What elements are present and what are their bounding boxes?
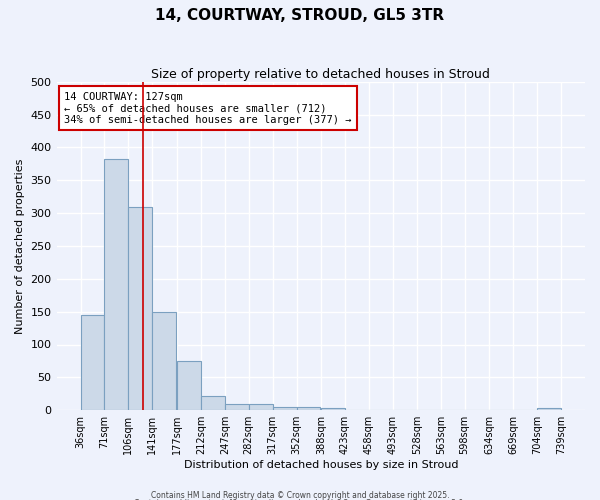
Bar: [201, 396, 225, 410]
Bar: [296, 407, 320, 410]
Title: Size of property relative to detached houses in Stroud: Size of property relative to detached ho…: [151, 68, 490, 80]
Bar: [537, 408, 561, 410]
Y-axis label: Number of detached properties: Number of detached properties: [15, 158, 25, 334]
Text: 14, COURTWAY, STROUD, GL5 3TR: 14, COURTWAY, STROUD, GL5 3TR: [155, 8, 445, 22]
Text: Contains HM Land Registry data © Crown copyright and database right 2025.: Contains HM Land Registry data © Crown c…: [151, 490, 449, 500]
Bar: [225, 404, 248, 410]
Bar: [104, 158, 128, 410]
Bar: [177, 361, 201, 410]
Text: Contains public sector information licensed under the Open Government Licence v3: Contains public sector information licen…: [134, 499, 466, 500]
Bar: [321, 408, 345, 410]
Bar: [80, 315, 104, 410]
X-axis label: Distribution of detached houses by size in Stroud: Distribution of detached houses by size …: [184, 460, 458, 470]
Text: 14 COURTWAY: 127sqm
← 65% of detached houses are smaller (712)
34% of semi-detac: 14 COURTWAY: 127sqm ← 65% of detached ho…: [64, 92, 352, 124]
Bar: [272, 407, 296, 410]
Bar: [248, 404, 272, 410]
Bar: [152, 312, 176, 410]
Bar: [128, 206, 152, 410]
